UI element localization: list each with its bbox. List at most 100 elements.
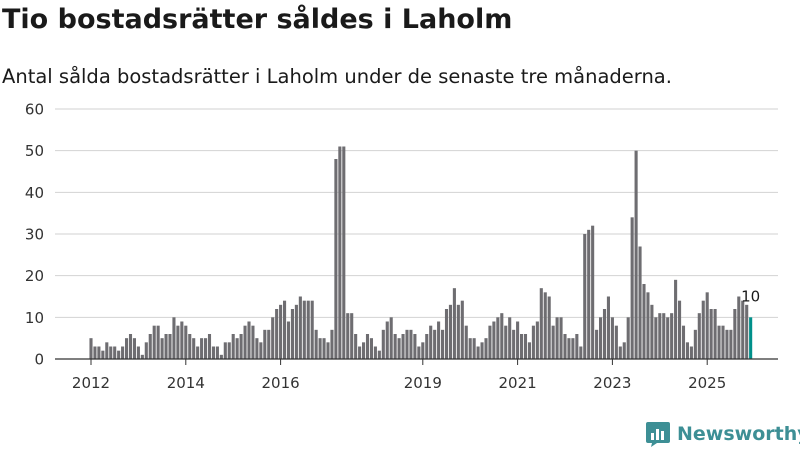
bar	[555, 317, 559, 359]
bar	[599, 317, 603, 359]
bar	[484, 338, 488, 359]
bar	[741, 300, 745, 359]
bar	[144, 342, 148, 359]
bar	[346, 313, 350, 359]
bar	[354, 334, 358, 359]
bar	[385, 321, 389, 359]
x-tick-label: 2016	[262, 374, 300, 392]
bar	[626, 317, 630, 359]
bar	[464, 325, 468, 359]
bar	[492, 321, 496, 359]
bar	[441, 329, 445, 359]
bar-latest	[749, 317, 753, 359]
x-tick-label: 2014	[167, 374, 205, 392]
bar	[670, 313, 674, 359]
bar	[650, 304, 654, 359]
bar	[472, 338, 476, 359]
bar	[294, 304, 298, 359]
bar	[638, 246, 642, 359]
bar	[433, 329, 437, 359]
bar	[113, 346, 117, 359]
y-tick-label: 0	[34, 351, 44, 369]
bar	[563, 334, 567, 359]
bar	[286, 321, 291, 359]
bar	[737, 296, 741, 359]
bar	[527, 342, 531, 359]
bar	[539, 288, 543, 359]
bar	[176, 325, 180, 359]
bar	[389, 317, 393, 359]
bar	[614, 325, 618, 359]
bar	[745, 304, 749, 359]
bar	[152, 325, 156, 359]
latest-value-label: 10	[741, 287, 760, 305]
bar	[350, 313, 354, 359]
bar	[231, 334, 235, 359]
bar	[547, 296, 551, 359]
bar	[97, 346, 101, 359]
bar	[697, 313, 701, 359]
bar	[476, 346, 480, 359]
bar	[417, 346, 421, 359]
bar	[630, 217, 634, 359]
bar	[401, 334, 405, 359]
bar	[243, 325, 247, 359]
bar	[369, 338, 373, 359]
bar	[587, 229, 591, 359]
bar	[358, 346, 362, 359]
bar	[721, 325, 725, 359]
bar	[618, 346, 622, 359]
bar	[393, 334, 397, 359]
brand-logo: Newsworthy	[645, 420, 800, 448]
bar	[338, 146, 342, 359]
bar	[709, 309, 713, 359]
bar	[413, 334, 417, 359]
bar	[148, 334, 152, 359]
bar	[674, 279, 678, 359]
x-tick-label: 2019	[404, 374, 442, 392]
chart-subtitle: Antal sålda bostadsrätter i Laholm under…	[2, 65, 672, 88]
bar	[373, 346, 377, 359]
bar	[701, 300, 705, 359]
bar	[156, 325, 160, 359]
newsworthy-logo-icon	[646, 422, 670, 447]
bar	[180, 321, 184, 359]
bar	[678, 300, 682, 359]
bar	[377, 350, 381, 359]
bar	[425, 334, 429, 359]
bar	[642, 284, 646, 359]
bar	[164, 334, 168, 359]
bar	[452, 288, 456, 359]
bar	[606, 296, 610, 359]
x-tick-label: 2021	[499, 374, 537, 392]
bar	[480, 342, 484, 359]
bar	[705, 292, 709, 359]
bar	[583, 234, 587, 359]
bar	[314, 329, 318, 359]
bar	[543, 292, 547, 359]
y-tick-label: 60	[25, 101, 44, 119]
bar	[523, 334, 528, 359]
bar	[713, 309, 717, 359]
bar	[271, 317, 275, 359]
bar	[468, 338, 472, 359]
bar	[275, 309, 279, 359]
bar	[196, 346, 200, 359]
bar	[591, 225, 595, 359]
bar	[326, 342, 330, 359]
bar	[235, 338, 239, 359]
bar	[512, 329, 516, 359]
bar	[365, 334, 370, 359]
x-tick-label: 2012	[72, 374, 110, 392]
bar	[136, 346, 140, 359]
y-tick-label: 20	[25, 267, 44, 285]
bar	[551, 325, 555, 359]
y-gridlines	[55, 108, 778, 318]
bar	[689, 346, 693, 359]
bar	[204, 338, 208, 359]
bar	[172, 317, 176, 359]
bar	[725, 329, 729, 359]
bar	[101, 350, 105, 359]
bar	[255, 338, 259, 359]
bar	[160, 338, 164, 359]
